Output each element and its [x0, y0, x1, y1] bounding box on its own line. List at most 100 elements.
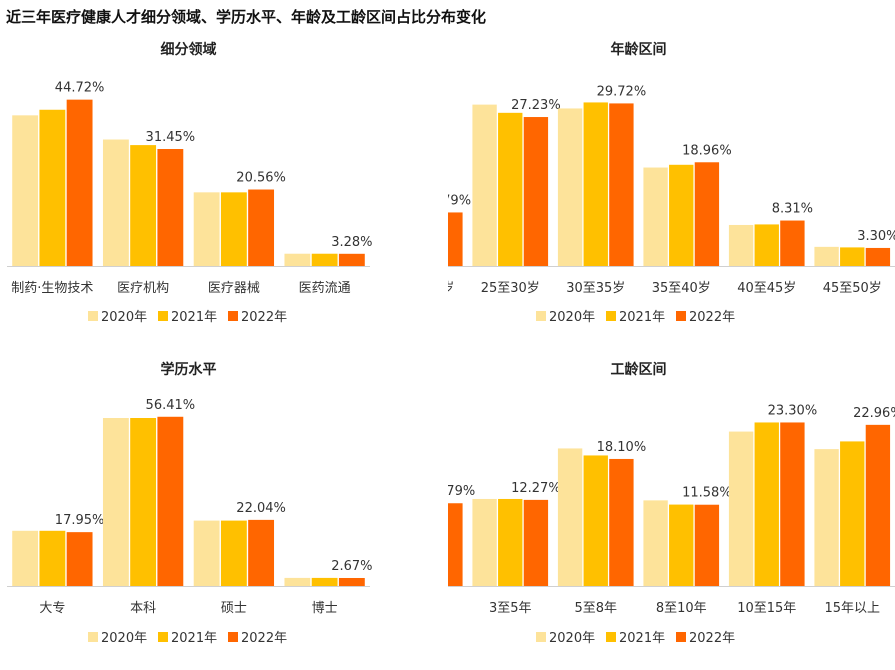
data-label: 11.58%	[682, 486, 732, 501]
bar	[498, 113, 522, 266]
chart-title: 工龄区间	[611, 361, 667, 378]
category-label: 30至35岁	[566, 281, 625, 296]
bar	[524, 117, 548, 266]
legend-label: 2022年	[241, 631, 287, 646]
bar	[695, 505, 719, 586]
legend-swatch	[606, 632, 616, 642]
chart-tenure: 工龄区间11.79%3年以下12.27%3至5年18.10%5至8年11.58%…	[448, 350, 895, 650]
data-label: 44.72%	[55, 81, 105, 96]
bar	[67, 100, 93, 266]
chart-panel-tenure: 工龄区间11.79%3年以下12.27%3至5年18.10%5至8年11.58%…	[448, 350, 895, 670]
category-label: 8至10年	[656, 601, 707, 616]
category-label: 35至40岁	[652, 281, 711, 296]
data-label: 12.27%	[511, 481, 561, 496]
data-label: 31.45%	[146, 130, 196, 145]
bar	[130, 145, 156, 266]
bar	[609, 103, 633, 266]
bar	[248, 190, 274, 266]
legend-swatch	[606, 311, 616, 321]
bar	[814, 449, 838, 586]
data-label: 20.56%	[236, 171, 286, 186]
bar	[866, 425, 890, 586]
bar	[221, 521, 247, 586]
bar	[194, 192, 220, 266]
legend-label: 2021年	[171, 631, 217, 646]
data-label: 18.96%	[682, 143, 732, 158]
data-label: 3.30%	[857, 229, 895, 244]
bar	[194, 521, 220, 586]
bar	[498, 499, 522, 586]
bar	[339, 578, 365, 586]
category-label: 医疗机构	[117, 281, 169, 296]
category-label: 博士	[312, 601, 338, 616]
bar	[103, 140, 129, 266]
data-label: 11.79%	[448, 484, 475, 499]
category-label: 本科	[130, 601, 156, 616]
bar	[814, 247, 838, 266]
legend-label: 2022年	[241, 310, 287, 325]
legend-swatch	[228, 632, 238, 642]
category-label: 3至5年	[489, 601, 532, 616]
bar	[312, 578, 338, 586]
data-label: 18.10%	[597, 440, 647, 455]
chart-title: 学历水平	[161, 361, 217, 378]
chart-title: 细分领域	[161, 41, 217, 58]
bar	[558, 108, 582, 266]
bar	[339, 254, 365, 266]
bar	[221, 192, 247, 266]
bar	[780, 221, 804, 266]
bar	[448, 212, 463, 266]
chart-title: 年龄区间	[611, 41, 667, 58]
category-label: 医疗器械	[208, 281, 260, 296]
bar	[729, 225, 753, 266]
chart-field: 细分领域44.72%制药·生物技术31.45%医疗机构20.56%医疗器械3.2…	[0, 30, 447, 350]
category-label: 医药流通	[299, 281, 351, 296]
data-label: 17.95%	[55, 513, 105, 528]
legend-swatch	[88, 311, 98, 321]
bar	[755, 224, 779, 266]
bar	[524, 500, 548, 586]
bar	[39, 110, 65, 266]
bar	[472, 499, 496, 586]
legend-label: 2022年	[689, 310, 735, 325]
chart-panel-age: 年龄区间9.79%20至25岁27.23%25至30岁29.72%30至35岁1…	[448, 30, 895, 350]
category-label: 45至50岁	[823, 281, 882, 296]
bar	[780, 422, 804, 586]
bar	[558, 448, 582, 586]
data-label: 27.23%	[511, 98, 561, 113]
bar	[39, 531, 65, 586]
data-label: 2.67%	[331, 559, 372, 574]
bar	[157, 417, 183, 586]
bar	[448, 503, 463, 586]
chart-age: 年龄区间9.79%20至25岁27.23%25至30岁29.72%30至35岁1…	[448, 30, 895, 350]
data-label: 22.96%	[853, 406, 895, 421]
bar	[643, 168, 667, 266]
category-label: 10至15年	[737, 601, 796, 616]
data-label: 29.72%	[597, 84, 647, 99]
legend-swatch	[228, 311, 238, 321]
page-title: 近三年医疗健康人才细分领域、学历水平、年龄及工龄区间占比分布变化	[6, 6, 486, 27]
legend-label: 2020年	[549, 310, 595, 325]
bar	[609, 459, 633, 586]
bar	[695, 162, 719, 266]
legend-label: 2021年	[619, 631, 665, 646]
bar	[67, 532, 93, 586]
bar	[729, 432, 753, 586]
category-label: 硕士	[221, 601, 247, 616]
category-label: 25至30岁	[481, 281, 540, 296]
bar	[472, 105, 496, 266]
bar	[312, 254, 338, 266]
data-label: 23.30%	[768, 403, 818, 418]
bar	[12, 531, 38, 586]
category-label: 5至8年	[574, 601, 617, 616]
legend-label: 2022年	[689, 631, 735, 646]
category-label: 大专	[39, 601, 65, 616]
bar	[284, 254, 310, 266]
legend-swatch	[158, 311, 168, 321]
chart-education: 学历水平17.95%大专56.41%本科22.04%硕士2.67%博士2020年…	[0, 350, 447, 650]
bar	[643, 500, 667, 586]
bar	[248, 520, 274, 586]
bar	[840, 441, 864, 586]
